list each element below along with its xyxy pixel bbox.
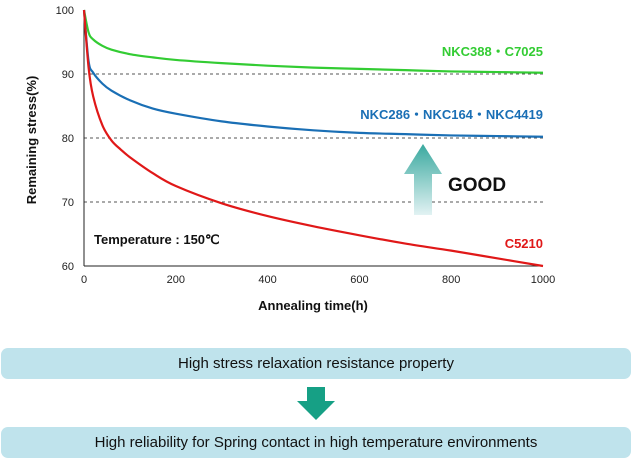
good-arrow-icon <box>404 144 442 215</box>
series-label-nkc388: NKC388・C7025 <box>442 44 543 59</box>
property-box: High stress relaxation resistance proper… <box>1 348 631 379</box>
y-tick-label: 80 <box>62 133 74 145</box>
x-tick-label: 400 <box>258 274 276 286</box>
x-tick-label: 200 <box>167 274 185 286</box>
series-label-nkc286: NKC286・NKC164・NKC4419 <box>360 107 543 122</box>
x-axis-label: Annealing time(h) <box>258 298 368 313</box>
x-tick-label: 600 <box>350 274 368 286</box>
x-tick-label: 0 <box>81 274 87 286</box>
property-text: High stress relaxation resistance proper… <box>178 355 454 372</box>
good-label: GOOD <box>448 175 506 196</box>
series-label-c5210: C5210 <box>505 236 543 251</box>
series-lines <box>82 9 544 268</box>
axes <box>83 10 543 267</box>
series-line-c5210 <box>82 9 544 268</box>
y-tick-label: 90 <box>62 69 74 81</box>
y-ticks: 60 70 80 90 100 <box>56 5 74 273</box>
y-axis-label: Remaining stress(%) <box>24 76 39 205</box>
x-tick-label: 800 <box>442 274 460 286</box>
reliability-text: High reliability for Spring contact in h… <box>94 434 538 451</box>
stress-relaxation-chart: 60 70 80 90 100 0 200 400 600 800 1000 Remaining … <box>24 5 555 313</box>
reliability-box: High reliability for Spring contact in h… <box>1 427 631 458</box>
series-line-nkc286 <box>82 9 544 138</box>
y-tick-label: 60 <box>62 261 74 273</box>
series-line-nkc388 <box>82 9 544 74</box>
x-ticks: 0 200 400 600 800 1000 <box>81 274 555 286</box>
y-tick-label: 100 <box>56 5 74 17</box>
down-arrow-icon <box>297 387 335 420</box>
y-tick-label: 70 <box>62 197 74 209</box>
grid-lines <box>84 73 543 203</box>
x-tick-label: 1000 <box>531 274 555 286</box>
temperature-note: Temperature : 150℃ <box>94 232 220 247</box>
